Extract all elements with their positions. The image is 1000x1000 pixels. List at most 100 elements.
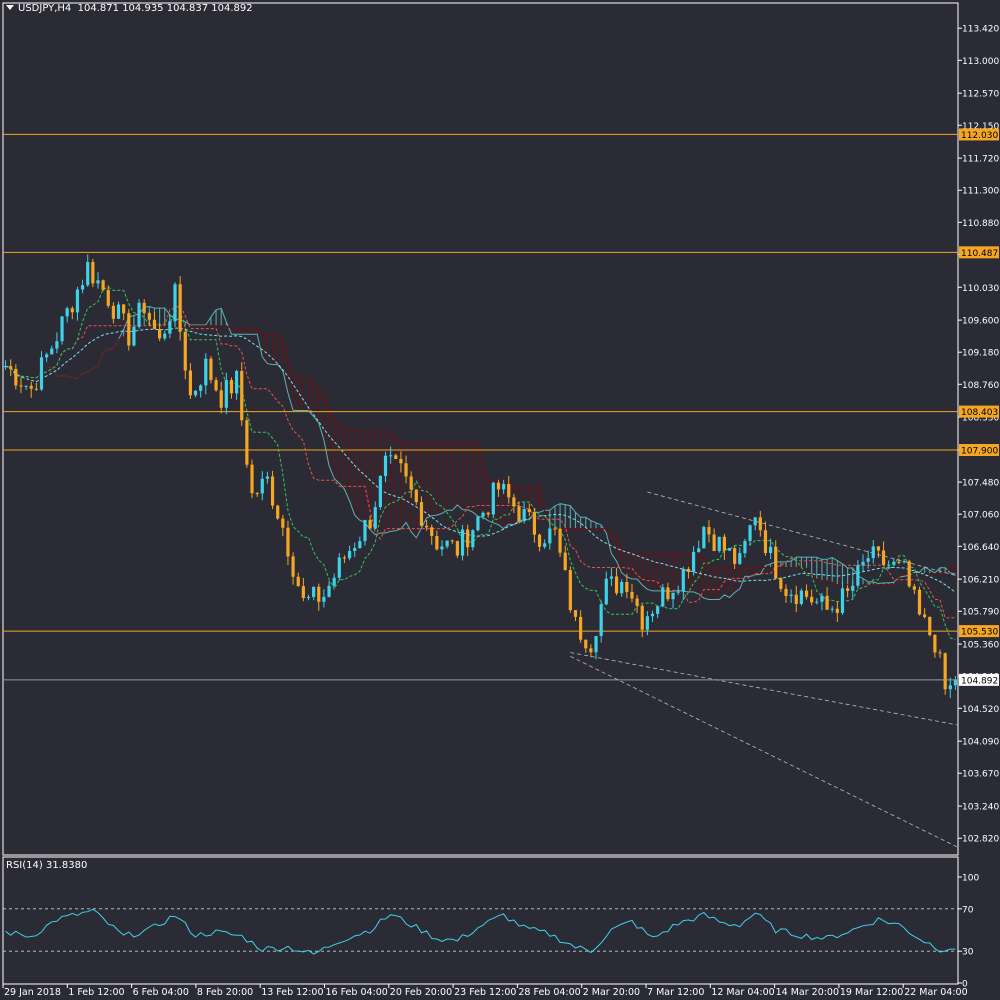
level-label: 110.487	[961, 249, 998, 259]
candle-body	[650, 613, 655, 617]
channel-mid	[570, 652, 959, 726]
candle-body	[609, 576, 614, 579]
candle-body	[327, 585, 331, 597]
level-label: 105.530	[961, 628, 998, 638]
candle-body	[466, 529, 470, 548]
candle-body	[768, 546, 773, 554]
level-label-box	[959, 405, 999, 418]
candle-body	[404, 463, 408, 477]
candle-body	[445, 540, 449, 547]
candle-body	[579, 616, 583, 640]
candle-body	[296, 576, 300, 587]
candle-body	[748, 525, 752, 542]
x-tick-label: 22 Mar 04:00	[904, 987, 967, 998]
candle-body	[573, 610, 578, 617]
candle-body	[846, 588, 850, 591]
candle-body	[347, 550, 352, 559]
dropdown-triangle-icon[interactable]	[6, 5, 14, 10]
candle-body	[245, 420, 249, 465]
candle-body	[86, 262, 90, 286]
candle-body	[260, 478, 264, 494]
candle-body	[435, 535, 439, 550]
candle-body	[127, 313, 131, 346]
candle-body	[902, 561, 906, 563]
y-tick-label: 108.330	[962, 414, 999, 424]
candle-body	[342, 557, 347, 559]
candle-body	[368, 519, 372, 529]
candle-body	[409, 476, 413, 490]
candle-body	[537, 534, 542, 547]
y-tick-label: 108.760	[962, 381, 999, 391]
candle-body	[152, 319, 157, 329]
candle-body	[686, 568, 691, 572]
candle-body	[548, 528, 552, 544]
candle-body	[851, 585, 855, 591]
candle-body	[614, 576, 619, 594]
x-tick-label: 8 Feb 20:00	[197, 987, 253, 998]
candle-body	[383, 455, 388, 476]
candle-body	[691, 551, 696, 572]
candle-body	[204, 358, 208, 386]
candle-body	[527, 509, 531, 513]
candle-body	[399, 458, 403, 464]
level-label: 108.403	[961, 408, 998, 418]
kijun-line	[5, 304, 956, 619]
candle-body	[455, 541, 459, 556]
candle-body	[923, 614, 927, 617]
candle-body	[430, 527, 434, 536]
candle-body	[753, 517, 757, 526]
candle-body	[712, 534, 716, 552]
candle-body	[938, 652, 942, 654]
candle-body	[789, 594, 793, 596]
candle-body	[70, 308, 74, 313]
candle-body	[75, 289, 80, 313]
candle-body	[281, 518, 285, 528]
symbol-label: USDJPY,H4	[18, 3, 72, 14]
level-label: 107.900	[961, 447, 998, 457]
candle-body	[707, 527, 711, 535]
senkou-b-line	[46, 325, 956, 586]
candle-body	[948, 685, 952, 690]
candle-body	[517, 506, 521, 522]
candle-body	[866, 558, 870, 562]
x-tick-label: 7 Mar 12:00	[647, 987, 704, 998]
candle-body	[317, 586, 321, 602]
candle-body	[763, 530, 768, 554]
candle-body	[840, 588, 845, 613]
candle-body	[116, 304, 121, 319]
candle-body	[80, 285, 85, 290]
candle-body	[943, 653, 947, 690]
candle-body	[209, 358, 213, 381]
candle-body	[312, 586, 316, 597]
candle-body	[471, 530, 475, 548]
candle-body	[871, 546, 875, 559]
candle-body	[460, 529, 465, 556]
x-tick-label: 2 Mar 20:00	[583, 987, 640, 998]
candle-body	[568, 570, 572, 611]
candle-body	[188, 370, 193, 396]
candle-body	[332, 577, 336, 586]
candle-body	[39, 357, 44, 390]
candle-body	[270, 476, 275, 506]
candle-body	[101, 280, 105, 290]
y-tick-label: 105.790	[962, 608, 999, 618]
candle-body	[276, 505, 280, 519]
candle-body	[414, 489, 418, 503]
candle-body	[640, 605, 644, 630]
candle-body	[450, 540, 454, 542]
x-tick-label: 16 Feb 04:00	[326, 987, 388, 998]
candle-body	[91, 262, 95, 284]
candle-body	[933, 635, 937, 653]
candle-body	[928, 616, 932, 636]
candle-body	[681, 568, 685, 592]
candle-body	[183, 331, 187, 371]
candle-body	[912, 586, 916, 590]
y-tick-label: 103.240	[962, 803, 999, 813]
y-tick-label: 112.570	[962, 90, 999, 100]
candle-body	[758, 517, 762, 531]
candle-body	[543, 543, 547, 547]
candle-body	[722, 536, 726, 551]
candle-body	[147, 313, 151, 320]
candle-body	[322, 596, 326, 602]
candle-body	[907, 561, 911, 587]
